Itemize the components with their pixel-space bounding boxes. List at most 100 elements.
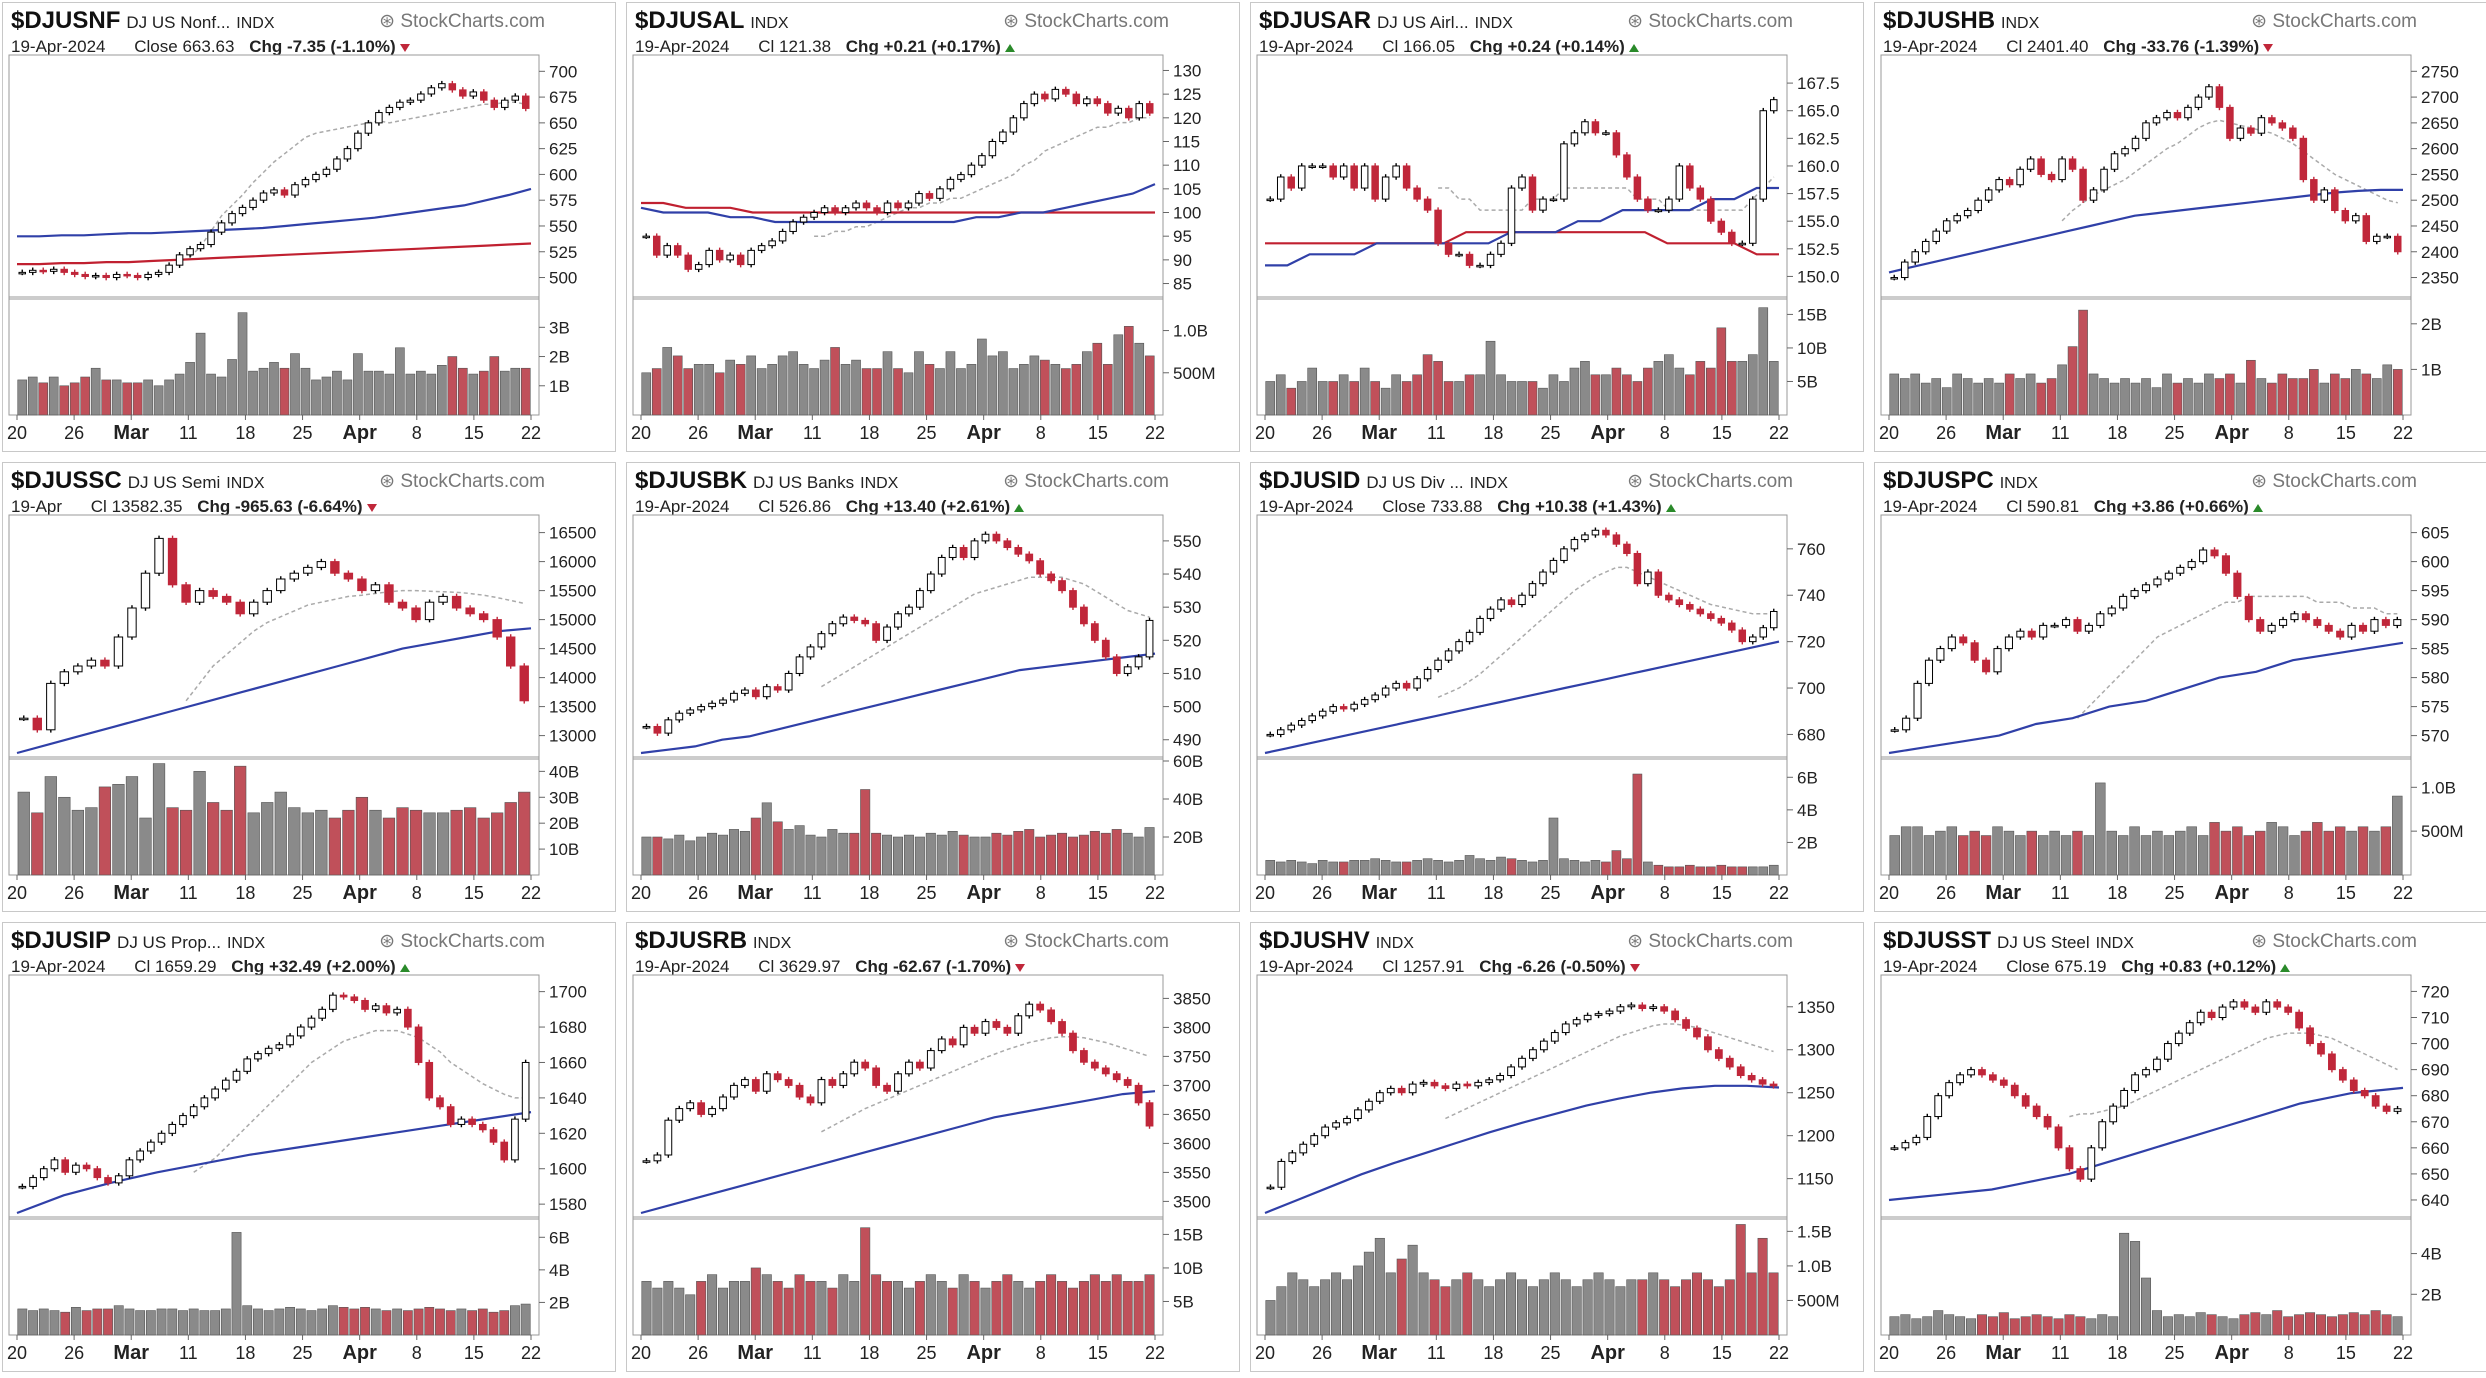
volume-bar — [1352, 1265, 1363, 1336]
candle-body — [1020, 103, 1028, 119]
volume-bar — [1286, 860, 1297, 876]
y-tick-label: 2500 — [2421, 191, 2459, 210]
source-name: StockCharts.com — [400, 11, 545, 32]
volume-bar — [416, 370, 426, 416]
volume-bar — [914, 351, 924, 416]
candle-body — [2032, 1105, 2041, 1118]
volume-bar — [1706, 866, 1716, 876]
candle-body — [39, 269, 47, 273]
candle-body — [2279, 619, 2288, 626]
volume-bar — [718, 834, 729, 876]
x-tick-label: 15 — [1712, 423, 1732, 443]
candle-body — [127, 607, 137, 638]
x-tick-label: 11 — [2051, 1343, 2070, 1363]
chart-header: $DJUSPC INDX — [1883, 467, 2038, 495]
volume-bar — [1643, 367, 1653, 416]
candle-body — [1911, 251, 1919, 263]
y-tick-label: 670 — [2421, 1113, 2449, 1132]
candle-body — [1924, 659, 1934, 684]
x-tick-label: 18 — [2107, 1343, 2127, 1363]
volume-bar — [71, 809, 84, 876]
candle-body — [1080, 1050, 1088, 1063]
candle-body — [1434, 659, 1442, 670]
y-tick-label: 105 — [1173, 180, 1201, 199]
candle-body — [1452, 1083, 1461, 1089]
volume-bar — [696, 1281, 707, 1336]
volume-bar — [827, 1287, 838, 1336]
candle-body — [2268, 117, 2276, 124]
volume-bar — [195, 332, 206, 416]
ma50-line — [640, 183, 1156, 224]
candle-body — [2010, 1084, 2019, 1097]
volume-bar — [2151, 1310, 2162, 1336]
y-tick-label: 550 — [1173, 532, 1201, 551]
volume-bar — [1922, 1316, 1933, 1336]
volume-bar — [1349, 381, 1359, 416]
candle-body — [196, 244, 205, 250]
x-tick-label: Apr — [1590, 1342, 1625, 1364]
candle-body — [100, 659, 110, 667]
volume-bar — [998, 351, 1008, 416]
x-tick-label: Mar — [113, 422, 149, 444]
volume-bar — [1484, 1286, 1495, 1336]
candle-body — [817, 633, 826, 648]
candle-body — [2349, 1079, 2358, 1091]
volume-bar — [122, 382, 132, 416]
candle-body — [1047, 573, 1055, 582]
candle-body — [501, 99, 509, 108]
candle-body — [850, 1061, 859, 1075]
volume-bar — [382, 817, 396, 876]
chart-svg: 167.5165.0162.5160.0157.5155.0152.5150.0… — [1255, 54, 1840, 444]
volume-bar — [2369, 830, 2380, 876]
volume-bar — [2326, 1316, 2337, 1336]
x-tick-label: 8 — [2284, 1343, 2294, 1363]
candle-body — [189, 1106, 198, 1117]
y-tick-label: 13500 — [549, 698, 596, 717]
volume-bar — [369, 809, 382, 876]
x-tick-label: 8 — [1036, 883, 1046, 903]
candle-body — [2153, 1058, 2161, 1071]
candle-body — [1749, 198, 1757, 244]
y-tick-label: 2600 — [2421, 140, 2459, 159]
candle-body — [81, 273, 89, 278]
y-tick-label: 14000 — [549, 669, 596, 688]
volume-bar — [816, 1281, 827, 1336]
change-value: Chg -7.35 (-1.10%) — [249, 37, 396, 56]
volume-bar — [2186, 826, 2197, 876]
volume-bar — [1401, 861, 1412, 876]
source-watermark: ⊛ StockCharts.com — [379, 931, 545, 952]
volume-bar — [2300, 830, 2312, 876]
volume-bar — [2106, 830, 2117, 876]
y-tick-label: 540 — [1173, 565, 1201, 584]
candle-body — [18, 1185, 27, 1189]
volume-bar — [1716, 327, 1727, 416]
candle-body — [1963, 210, 1972, 217]
x-tick-label: 20 — [631, 423, 651, 443]
volume-bar — [1758, 866, 1769, 876]
volume-bar — [1569, 860, 1580, 876]
candle-body — [1339, 165, 1348, 178]
candle-body — [1560, 143, 1568, 200]
volume-bar — [2175, 830, 2186, 876]
volume-bar — [1933, 1310, 1944, 1336]
candle-body — [1266, 1186, 1275, 1190]
candle-body — [1890, 1147, 1899, 1150]
candle-body — [2130, 590, 2139, 597]
volume-bar — [1359, 367, 1370, 416]
volume-bar — [467, 1310, 478, 1336]
volume-bar — [2370, 1310, 2381, 1336]
volume-bar — [2193, 382, 2204, 416]
candle-body — [2152, 117, 2161, 124]
candle-body — [762, 1073, 771, 1092]
close-value: 2401.40 — [2027, 37, 2089, 56]
volume-bar — [306, 1310, 317, 1336]
volume-bar — [1418, 1272, 1429, 1336]
candle-body — [2341, 210, 2350, 222]
candle-body — [2226, 106, 2234, 139]
volume-bar — [1757, 1237, 1768, 1336]
candle-body — [186, 248, 194, 256]
candle-body — [427, 87, 436, 95]
volume-bar — [405, 373, 416, 416]
